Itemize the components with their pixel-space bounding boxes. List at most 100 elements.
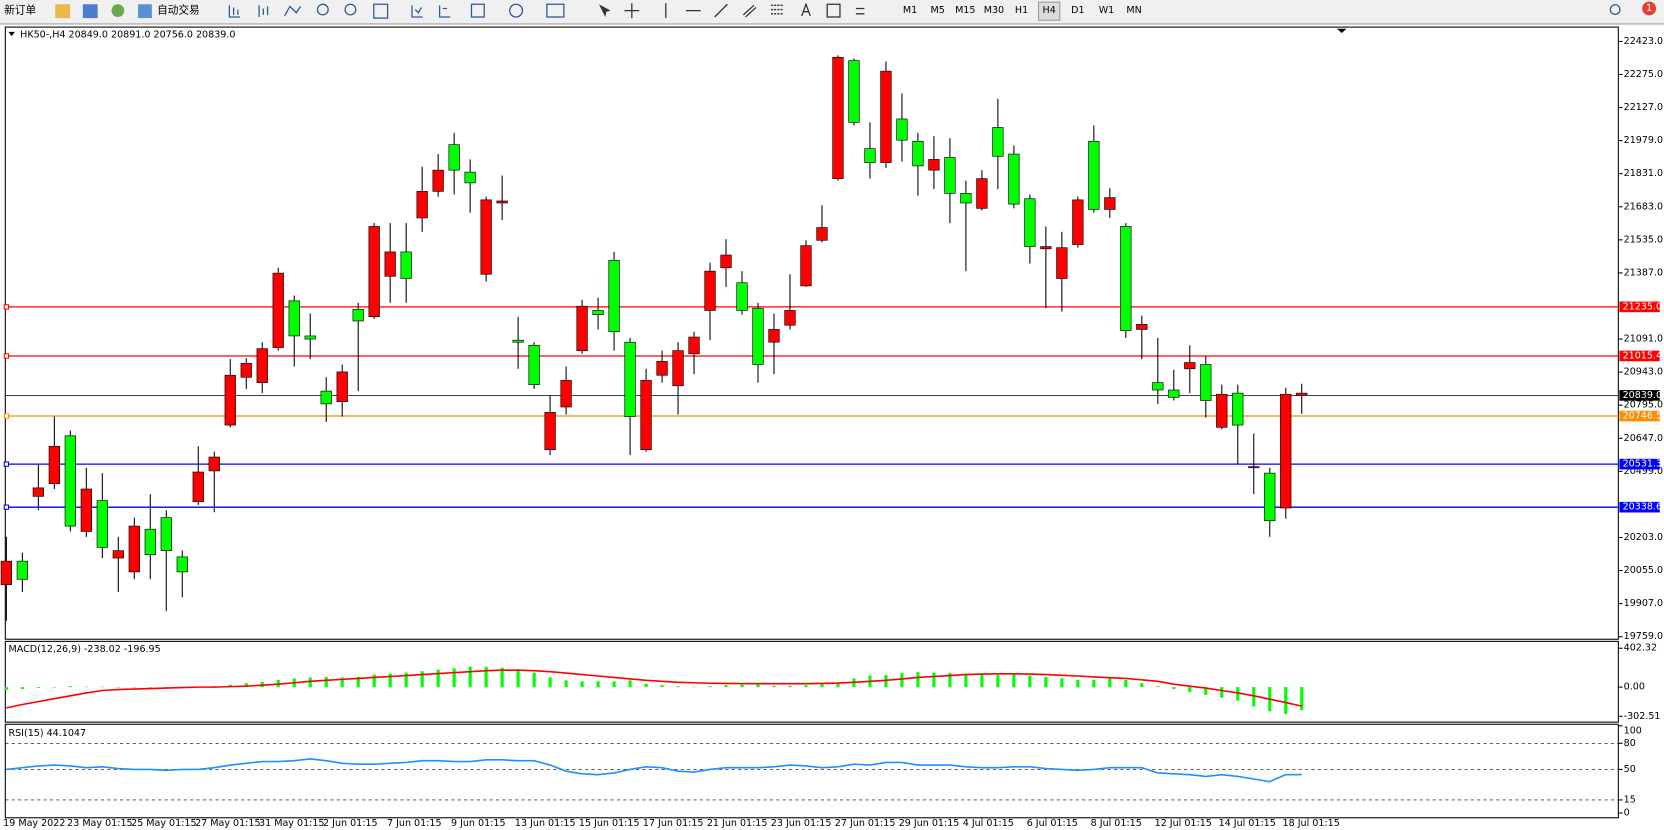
candle-body — [976, 178, 988, 209]
y-tick-label: 22127.0 — [1624, 102, 1663, 113]
label-tool[interactable] — [826, 3, 841, 18]
candle-body — [272, 272, 284, 348]
histogram-bar — [932, 672, 936, 688]
x-tick-label: 29 Jun 01:15 — [899, 818, 960, 829]
fibo-tool[interactable] — [770, 4, 784, 15]
auto-trading-button[interactable]: 自动交易 — [157, 4, 199, 17]
candle-body — [752, 307, 764, 365]
candle-body — [1152, 382, 1164, 391]
toolbar-icon[interactable] — [470, 3, 485, 18]
candle-body — [912, 140, 924, 167]
search-button[interactable] — [1609, 4, 1621, 15]
candle-body — [464, 171, 476, 184]
candle-body — [416, 191, 428, 219]
histogram-bar — [980, 674, 984, 688]
candle-body — [288, 300, 300, 337]
crosshair-tool[interactable] — [624, 3, 640, 19]
candle-body — [320, 390, 332, 405]
histogram-bar — [740, 684, 744, 688]
histogram-bar — [788, 685, 792, 688]
histogram-bar — [1284, 687, 1288, 715]
histogram-bar — [996, 675, 1000, 688]
candle-body — [1248, 466, 1260, 469]
candle-body — [960, 193, 972, 204]
x-tick-label: 9 Jun 01:15 — [451, 818, 506, 829]
trendline-tool[interactable] — [714, 3, 728, 18]
level-anchor — [3, 461, 10, 467]
level-label: 20338.6 — [1623, 502, 1662, 513]
timeframe-button[interactable]: M5 — [931, 5, 945, 16]
toolbar-icon[interactable] — [438, 5, 451, 18]
x-tick-label: 21 Jun 01:15 — [707, 818, 768, 829]
toolbar-icon[interactable] — [344, 3, 357, 16]
timeframe-button[interactable]: H1 — [1015, 5, 1028, 16]
notification-badge[interactable] — [1642, 1, 1657, 16]
toolbar-icon[interactable] — [111, 4, 125, 18]
level-anchor — [3, 504, 10, 510]
timeframe-button[interactable]: D1 — [1071, 5, 1084, 16]
toolbar-icon[interactable] — [55, 4, 71, 19]
histogram-bar — [372, 674, 376, 688]
histogram-bar — [756, 684, 760, 688]
histogram-bar — [1012, 674, 1016, 688]
toolbar-icon[interactable] — [284, 5, 302, 17]
candle-body — [0, 560, 12, 585]
histogram-bar — [132, 687, 136, 688]
candle-body — [1104, 197, 1116, 210]
histogram-bar — [308, 677, 312, 688]
timeframe-button[interactable]: M1 — [903, 5, 917, 16]
histogram-bar — [1124, 679, 1128, 688]
toolbar-icon[interactable] — [546, 3, 565, 18]
candle-body — [1120, 226, 1132, 331]
histogram-bar — [148, 687, 152, 688]
candle-body — [816, 227, 828, 241]
toolbar-icon[interactable] — [373, 3, 389, 19]
candle-body — [144, 528, 156, 556]
timeframe-button[interactable]: M30 — [984, 5, 1004, 16]
toolbar-icon[interactable] — [509, 3, 524, 18]
candle-body — [1232, 392, 1244, 426]
candle-body — [352, 309, 364, 322]
candle-body — [96, 500, 108, 548]
histogram-bar — [612, 681, 616, 688]
panel-title: RSI(15) 44.1047 — [8, 728, 86, 739]
toolbar-icon[interactable] — [258, 5, 269, 18]
level-anchor — [3, 413, 10, 419]
histogram-bar — [724, 685, 728, 688]
level-label: 20746.5 — [1623, 411, 1662, 422]
text-tool[interactable] — [801, 2, 811, 17]
rsi-panel — [4, 723, 1619, 819]
candle-body — [128, 525, 140, 573]
indicator-line — [6, 669, 1302, 709]
cursor-tool[interactable] — [598, 4, 611, 18]
histogram-bar — [708, 686, 712, 688]
panel-title: MACD(12,26,9) -238.02 -196.95 — [8, 644, 160, 655]
arrow-tool[interactable] — [855, 7, 865, 15]
new-order-button[interactable]: 新订单 — [4, 4, 36, 17]
candle-body — [256, 348, 268, 383]
histogram-bar — [1204, 687, 1208, 695]
x-tick-label: 14 Jul 01:15 — [1219, 818, 1276, 829]
candle-body — [1280, 393, 1292, 509]
toolbar-icon[interactable] — [228, 5, 240, 18]
auto-trading-icon[interactable] — [138, 4, 152, 19]
candle-body — [1072, 199, 1084, 245]
timeframe-button[interactable]: M15 — [955, 5, 975, 16]
timeframe-button[interactable]: H4 — [1043, 5, 1056, 16]
candle-body — [592, 310, 604, 316]
timeframe-button[interactable]: W1 — [1099, 5, 1115, 16]
candle-body — [848, 60, 860, 123]
candle-body — [800, 245, 812, 287]
candle-body — [80, 488, 92, 532]
toolbar-icon[interactable] — [82, 4, 98, 19]
timeframe-button[interactable]: MN — [1126, 5, 1141, 16]
toolbar-icon[interactable] — [316, 3, 329, 16]
channel-tool[interactable] — [742, 4, 757, 18]
candle-body — [896, 118, 908, 141]
histogram-bar — [964, 673, 968, 688]
candle-body — [512, 339, 524, 343]
histogram-bar — [1092, 679, 1096, 688]
histogram-bar — [836, 683, 840, 688]
toolbar-icon[interactable] — [411, 5, 423, 18]
